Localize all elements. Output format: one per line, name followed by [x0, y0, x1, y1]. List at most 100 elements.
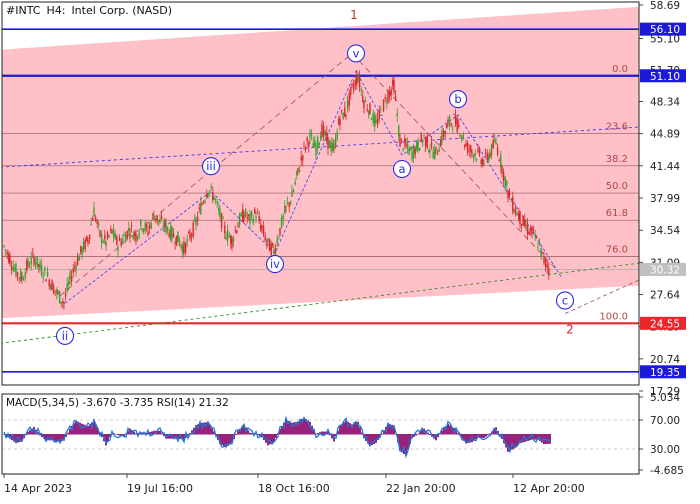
candle-body: [531, 226, 533, 234]
candle-body: [526, 224, 529, 234]
candle-body: [486, 153, 488, 161]
candle-body: [33, 256, 35, 265]
macd-bar: [247, 430, 249, 435]
candle-body: [297, 167, 299, 172]
candle-body: [372, 112, 374, 123]
x-tick-label: 12 Apr 20:00: [513, 482, 585, 495]
macd-bar: [461, 434, 463, 439]
candle-body: [207, 193, 209, 195]
price-tag-box: [640, 316, 686, 330]
macd-bar: [61, 434, 63, 441]
candle-body: [490, 144, 493, 156]
candle-body: [51, 280, 53, 291]
candle-body: [104, 234, 106, 240]
indicator-tick-label: 70.00: [650, 415, 680, 427]
candle-body: [308, 141, 310, 147]
candle-body: [447, 120, 449, 123]
x-tick-label: 14 Apr 2023: [4, 482, 72, 495]
macd-bar: [485, 434, 487, 437]
candle-body: [405, 144, 407, 146]
candle-body: [498, 159, 500, 161]
candle-body: [249, 213, 251, 224]
macd-bar: [509, 434, 511, 451]
candle-body: [170, 225, 172, 241]
candle-body: [141, 229, 143, 231]
wave-label-2: 2: [566, 322, 574, 336]
candle-body: [525, 226, 527, 228]
macd-bar: [157, 430, 159, 435]
fib-label-23.6: 23.6: [606, 122, 628, 133]
candle-body: [375, 120, 377, 123]
candle-body: [192, 222, 194, 237]
candle-body: [346, 100, 349, 109]
candle-body: [370, 118, 373, 120]
candle-body: [392, 79, 394, 86]
candle-body: [220, 213, 223, 228]
candle-body: [435, 147, 437, 149]
macd-bar: [21, 434, 23, 442]
fib-label-38.2: 38.2: [606, 154, 628, 165]
macd-bar: [77, 421, 79, 435]
macd-bar: [211, 428, 213, 435]
candle-body: [174, 242, 176, 245]
macd-bar: [547, 434, 549, 444]
candle-body: [9, 255, 11, 264]
candle-body: [68, 281, 70, 285]
candle-body: [190, 234, 193, 237]
candle-body: [420, 134, 422, 141]
candle-body: [352, 85, 355, 90]
candle-body: [243, 214, 245, 220]
candle-body: [214, 198, 217, 200]
candle-body: [260, 224, 262, 231]
candle-body: [482, 159, 484, 166]
candle-body: [18, 277, 20, 279]
macd-bar: [137, 433, 139, 435]
macd-bar: [391, 424, 393, 435]
macd-bar: [327, 431, 329, 435]
candle-body: [45, 279, 47, 282]
candle-body: [436, 154, 439, 156]
fib-label-76.0: 76.0: [606, 245, 628, 256]
candle-body: [75, 265, 77, 270]
candle-body: [345, 114, 347, 116]
wave-label-circle: [55, 326, 75, 345]
candle-body: [477, 148, 479, 153]
macd-bar: [389, 424, 391, 435]
candle-body: [222, 217, 224, 219]
candle-body: [399, 138, 401, 147]
macd-bar: [209, 425, 211, 435]
candle-body: [516, 213, 518, 216]
candle-body: [78, 255, 80, 261]
candle-body: [380, 108, 382, 110]
candle-body: [464, 144, 466, 147]
candle-body: [489, 152, 491, 157]
macd-bar: [195, 425, 197, 435]
candle-body: [546, 264, 548, 268]
macd-bar: [181, 434, 183, 440]
macd-bar: [273, 434, 275, 443]
macd-bar: [283, 422, 285, 435]
candle-body: [232, 238, 235, 242]
candle-body: [438, 149, 440, 153]
candle-body: [288, 202, 290, 207]
candle-body: [226, 229, 229, 241]
fib-label-100.0: 100.0: [599, 311, 628, 322]
symbol-label: #INTC: [6, 4, 41, 17]
macd-bar: [159, 430, 161, 435]
chart-title: #INTC H4: Intel Corp. (NASD): [6, 4, 172, 17]
candle-body: [14, 268, 16, 271]
price-tag-box: [640, 22, 686, 36]
macd-bar: [153, 430, 155, 435]
candle-body: [424, 136, 427, 147]
macd-bar: [101, 434, 103, 438]
candle-body: [178, 240, 181, 246]
candle-body: [502, 171, 505, 181]
candle-body: [306, 137, 308, 142]
macd-bar: [67, 432, 69, 435]
candle-body: [228, 236, 230, 238]
candle-body: [488, 155, 490, 161]
candle-body: [42, 276, 44, 279]
candle-body: [88, 234, 91, 240]
macd-bar: [227, 434, 229, 446]
macd-bar: [499, 434, 501, 436]
